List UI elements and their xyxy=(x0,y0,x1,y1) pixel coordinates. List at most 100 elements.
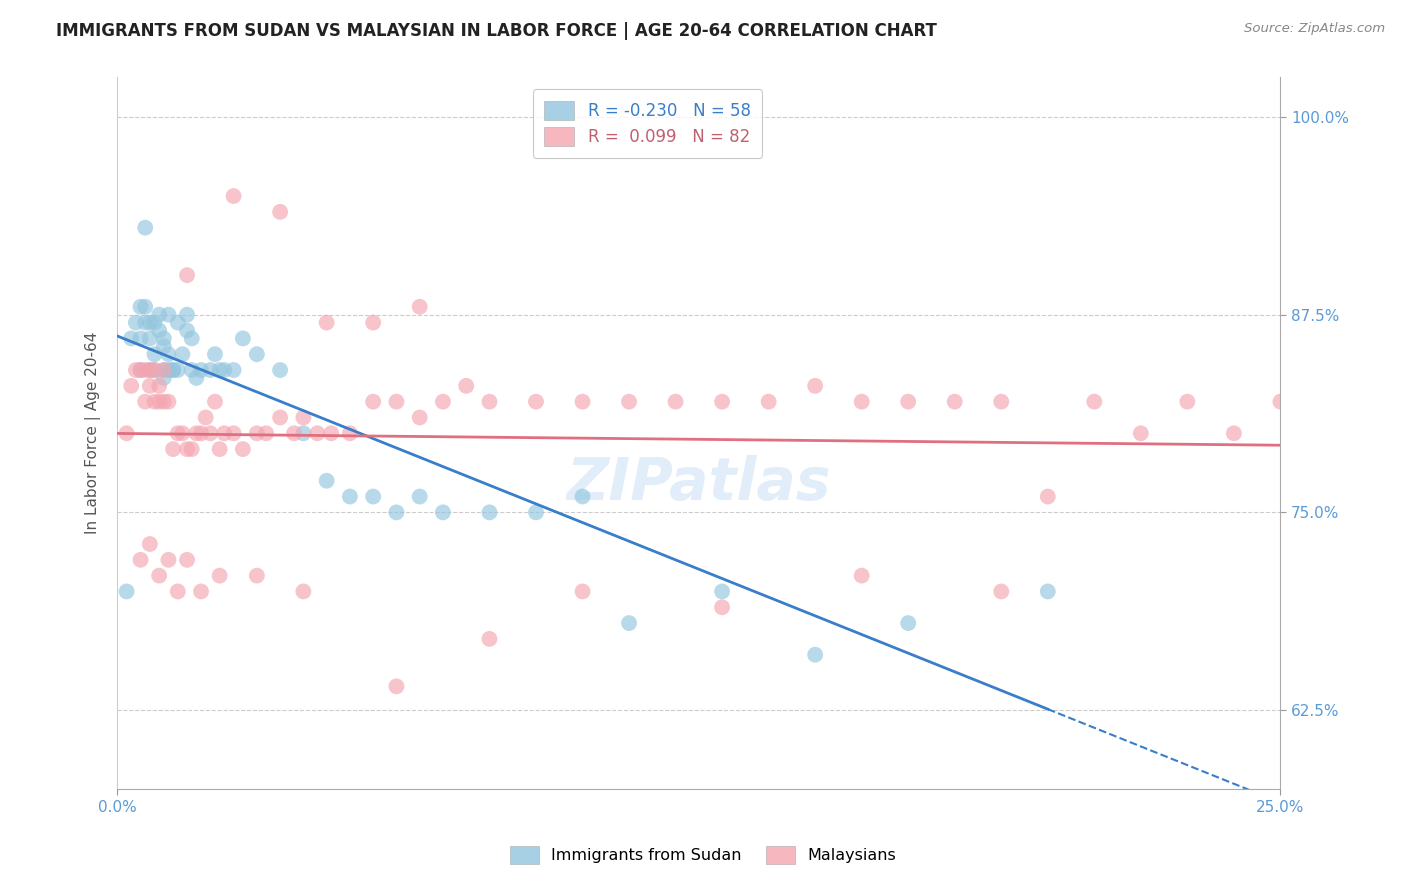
Point xyxy=(129,331,152,345)
Point xyxy=(143,394,166,409)
Point xyxy=(478,632,501,646)
Point xyxy=(152,394,174,409)
Point xyxy=(307,426,329,441)
Point xyxy=(134,363,156,377)
Point xyxy=(222,426,245,441)
Point xyxy=(152,371,174,385)
Point xyxy=(232,331,254,345)
Point xyxy=(176,308,198,322)
Point xyxy=(172,426,194,441)
Point xyxy=(152,331,174,345)
Point xyxy=(148,394,170,409)
Point xyxy=(214,426,236,441)
Point xyxy=(180,331,202,345)
Point xyxy=(143,363,166,377)
Point xyxy=(166,363,188,377)
Point xyxy=(1129,426,1152,441)
Point xyxy=(208,568,231,582)
Point xyxy=(129,300,152,314)
Point xyxy=(478,394,501,409)
Point xyxy=(339,426,361,441)
Point xyxy=(190,363,212,377)
Point xyxy=(148,308,170,322)
Point xyxy=(200,426,222,441)
Point xyxy=(115,584,138,599)
Point xyxy=(176,553,198,567)
Point xyxy=(664,394,686,409)
Point xyxy=(166,584,188,599)
Point xyxy=(120,331,142,345)
Point xyxy=(157,553,180,567)
Point xyxy=(456,379,478,393)
Point xyxy=(897,616,920,631)
Point xyxy=(143,347,166,361)
Point xyxy=(143,316,166,330)
Point xyxy=(432,505,454,519)
Point xyxy=(292,410,315,425)
Text: ZIPatlas: ZIPatlas xyxy=(567,455,831,512)
Point xyxy=(134,394,156,409)
Point xyxy=(120,379,142,393)
Point xyxy=(166,426,188,441)
Point xyxy=(214,363,236,377)
Point xyxy=(711,584,734,599)
Point xyxy=(897,394,920,409)
Point xyxy=(139,379,162,393)
Point xyxy=(269,410,291,425)
Point xyxy=(152,363,174,377)
Point xyxy=(222,189,245,203)
Legend: R = -0.230   N = 58, R =  0.099   N = 82: R = -0.230 N = 58, R = 0.099 N = 82 xyxy=(533,89,762,158)
Point xyxy=(617,616,640,631)
Point xyxy=(851,568,873,582)
Point xyxy=(148,324,170,338)
Point xyxy=(186,371,208,385)
Point xyxy=(408,410,430,425)
Point xyxy=(139,316,162,330)
Point xyxy=(478,505,501,519)
Point xyxy=(524,505,547,519)
Point xyxy=(617,394,640,409)
Point xyxy=(385,505,408,519)
Point xyxy=(1270,394,1292,409)
Point xyxy=(115,426,138,441)
Legend: Immigrants from Sudan, Malaysians: Immigrants from Sudan, Malaysians xyxy=(503,839,903,871)
Point xyxy=(200,363,222,377)
Point xyxy=(246,568,269,582)
Point xyxy=(176,324,198,338)
Point xyxy=(125,363,148,377)
Point xyxy=(361,490,384,504)
Point xyxy=(571,394,593,409)
Point xyxy=(758,394,780,409)
Point xyxy=(1036,490,1059,504)
Point xyxy=(139,363,162,377)
Point xyxy=(1223,426,1246,441)
Point xyxy=(157,347,180,361)
Point xyxy=(232,442,254,456)
Point xyxy=(190,584,212,599)
Point xyxy=(176,442,198,456)
Point xyxy=(361,394,384,409)
Point xyxy=(180,363,202,377)
Point xyxy=(408,300,430,314)
Point xyxy=(125,316,148,330)
Point xyxy=(408,490,430,504)
Point xyxy=(269,205,291,219)
Point xyxy=(148,379,170,393)
Point xyxy=(152,363,174,377)
Point xyxy=(143,363,166,377)
Point xyxy=(269,363,291,377)
Y-axis label: In Labor Force | Age 20-64: In Labor Force | Age 20-64 xyxy=(86,332,101,534)
Point xyxy=(139,363,162,377)
Point xyxy=(152,339,174,353)
Point xyxy=(432,394,454,409)
Point xyxy=(129,363,152,377)
Point xyxy=(292,584,315,599)
Point xyxy=(204,394,226,409)
Point xyxy=(190,426,212,441)
Point xyxy=(222,363,245,377)
Point xyxy=(172,347,194,361)
Point xyxy=(208,363,231,377)
Point xyxy=(139,537,162,551)
Point xyxy=(315,474,337,488)
Point xyxy=(162,363,184,377)
